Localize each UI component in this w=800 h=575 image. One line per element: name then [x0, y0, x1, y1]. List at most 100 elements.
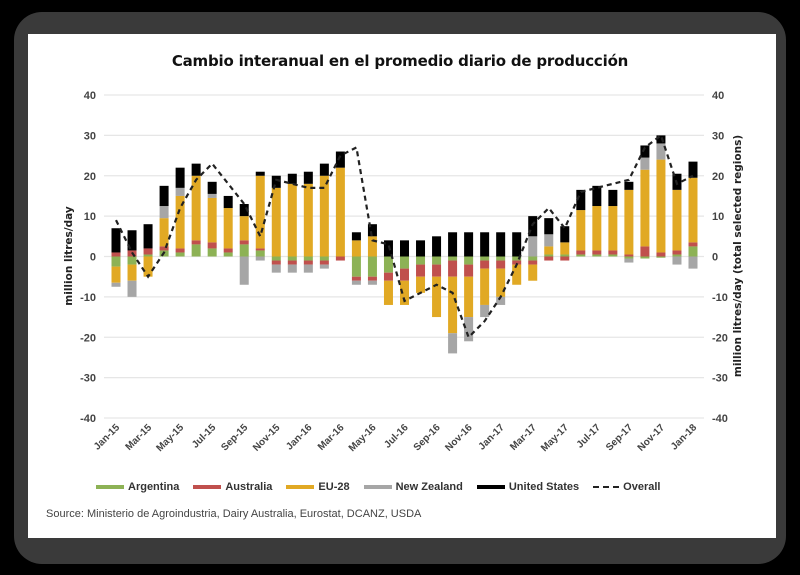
- bar-segment-eu-28: [207, 197, 217, 243]
- bar-segment-argentina: [464, 256, 474, 265]
- bar-segment-australia: [560, 256, 570, 261]
- legend-label: Australia: [225, 481, 273, 493]
- bar-segment-eu-28: [175, 195, 185, 249]
- x-tick-label: Jan-16: [284, 422, 314, 452]
- x-tick-label: Sep-15: [219, 422, 250, 453]
- bar-segment-argentina: [448, 256, 458, 261]
- bar-segment-eu-28: [303, 183, 313, 257]
- legend-swatch: [593, 486, 620, 488]
- x-tick-label: May-17: [539, 422, 571, 454]
- bar-segment-new-zealand: [640, 157, 650, 170]
- bar-segment-united-states: [111, 228, 121, 253]
- bar-segment-eu-28: [544, 246, 554, 255]
- bar-segment-united-states: [688, 161, 698, 178]
- bar-segment-argentina: [640, 256, 650, 259]
- bar-segment-new-zealand: [624, 258, 634, 263]
- bar-segment-eu-28: [656, 159, 666, 253]
- bar-segment-united-states: [512, 232, 522, 257]
- bar-segment-new-zealand: [544, 234, 554, 247]
- bar-segment-eu-28: [480, 268, 490, 305]
- x-tick-label: Jan-17: [477, 422, 507, 452]
- bar-segment-australia: [672, 250, 682, 255]
- bar-segment-australia: [319, 260, 329, 265]
- bar-segment-united-states: [255, 171, 265, 176]
- y-tick-label-left: -10: [80, 292, 96, 304]
- bar-segment-new-zealand: [448, 333, 458, 354]
- bar-segment-eu-28: [608, 206, 618, 251]
- bar-segment-argentina: [480, 256, 490, 261]
- bar-segment-eu-28: [223, 208, 233, 249]
- y-tick-label-left: 30: [84, 130, 96, 142]
- x-tick-label: Mar-15: [124, 422, 155, 453]
- bar-segment-australia: [640, 246, 650, 257]
- bar-segment-argentina: [400, 256, 409, 269]
- bar-segment-united-states: [207, 181, 217, 194]
- bar-segment-new-zealand: [255, 256, 265, 261]
- bar-segment-united-states: [351, 232, 361, 241]
- bar-segment-eu-28: [528, 264, 538, 281]
- bar-segment-united-states: [560, 226, 570, 243]
- bar-segment-eu-28: [271, 187, 281, 257]
- bar-segment-new-zealand: [656, 143, 666, 160]
- bar-segment-united-states: [400, 240, 409, 257]
- bar-segment-eu-28: [432, 276, 442, 318]
- y-tick-label-left: 20: [84, 171, 96, 183]
- y-tick-label-left: 10: [84, 211, 96, 223]
- bar-segment-united-states: [239, 204, 249, 217]
- y-tick-label-left: -40: [80, 413, 96, 425]
- x-tick-label: Sep-17: [604, 422, 635, 453]
- source-note: Source: Ministerio de Agroindustria, Dai…: [46, 508, 422, 520]
- bar-segment-eu-28: [367, 236, 377, 257]
- bar-segment-united-states: [335, 151, 345, 168]
- bar-segment-united-states: [143, 224, 153, 249]
- bar-segment-argentina: [255, 250, 265, 257]
- y-tick-label-right: 20: [712, 171, 724, 183]
- bar-segment-australia: [239, 240, 249, 245]
- bar-segment-eu-28: [448, 276, 458, 334]
- bar-segment-eu-28: [335, 167, 345, 257]
- bar-segment-australia: [528, 260, 538, 265]
- bar-segment-australia: [400, 268, 409, 281]
- bar-segment-united-states: [319, 163, 329, 176]
- bar-segment-australia: [287, 260, 297, 265]
- bar-segment-australia: [271, 260, 281, 265]
- legend-item-argentina: Argentina: [96, 481, 179, 493]
- legend-label: New Zealand: [395, 481, 463, 493]
- bar-segment-australia: [223, 248, 233, 253]
- bar-segment-australia: [111, 252, 121, 257]
- legend-swatch: [476, 485, 505, 489]
- bar-segment-united-states: [287, 173, 297, 184]
- bar-segment-argentina: [319, 256, 329, 261]
- x-tick-label: Nov-16: [443, 422, 475, 454]
- bar-segment-new-zealand: [287, 264, 297, 273]
- bar-segment-argentina: [207, 248, 217, 257]
- bar-segment-new-zealand: [319, 264, 329, 269]
- x-tick-label: Mar-16: [316, 422, 347, 453]
- bar-segment-eu-28: [127, 264, 137, 281]
- bar-segment-eu-28: [287, 183, 297, 257]
- bar-segment-new-zealand: [207, 193, 217, 198]
- bar-segment-argentina: [544, 254, 554, 257]
- bar-segment-argentina: [608, 254, 618, 257]
- x-tick-label: Jul-15: [190, 422, 219, 451]
- bar-segment-argentina: [672, 254, 682, 257]
- bar-segment-australia: [656, 252, 666, 257]
- bar-segment-australia: [544, 256, 554, 261]
- bar-segment-eu-28: [496, 268, 506, 297]
- bar-segment-united-states: [608, 189, 618, 207]
- bar-segment-united-states: [576, 189, 586, 211]
- bar-segment-eu-28: [624, 189, 634, 255]
- bar-segment-united-states: [448, 232, 458, 257]
- bar-segment-eu-28: [319, 175, 329, 257]
- x-tick-label: Nov-15: [251, 422, 283, 454]
- bar-segment-united-states: [159, 185, 169, 207]
- legend-label: Argentina: [128, 481, 180, 493]
- bar-segment-united-states: [432, 236, 442, 257]
- bar-segment-australia: [351, 276, 361, 281]
- legend-swatch: [193, 485, 222, 489]
- x-tick-label: Nov-17: [636, 422, 668, 454]
- y-tick-label-right: -30: [712, 373, 728, 385]
- bar-segment-australia: [592, 250, 602, 255]
- overall-line: [115, 133, 694, 340]
